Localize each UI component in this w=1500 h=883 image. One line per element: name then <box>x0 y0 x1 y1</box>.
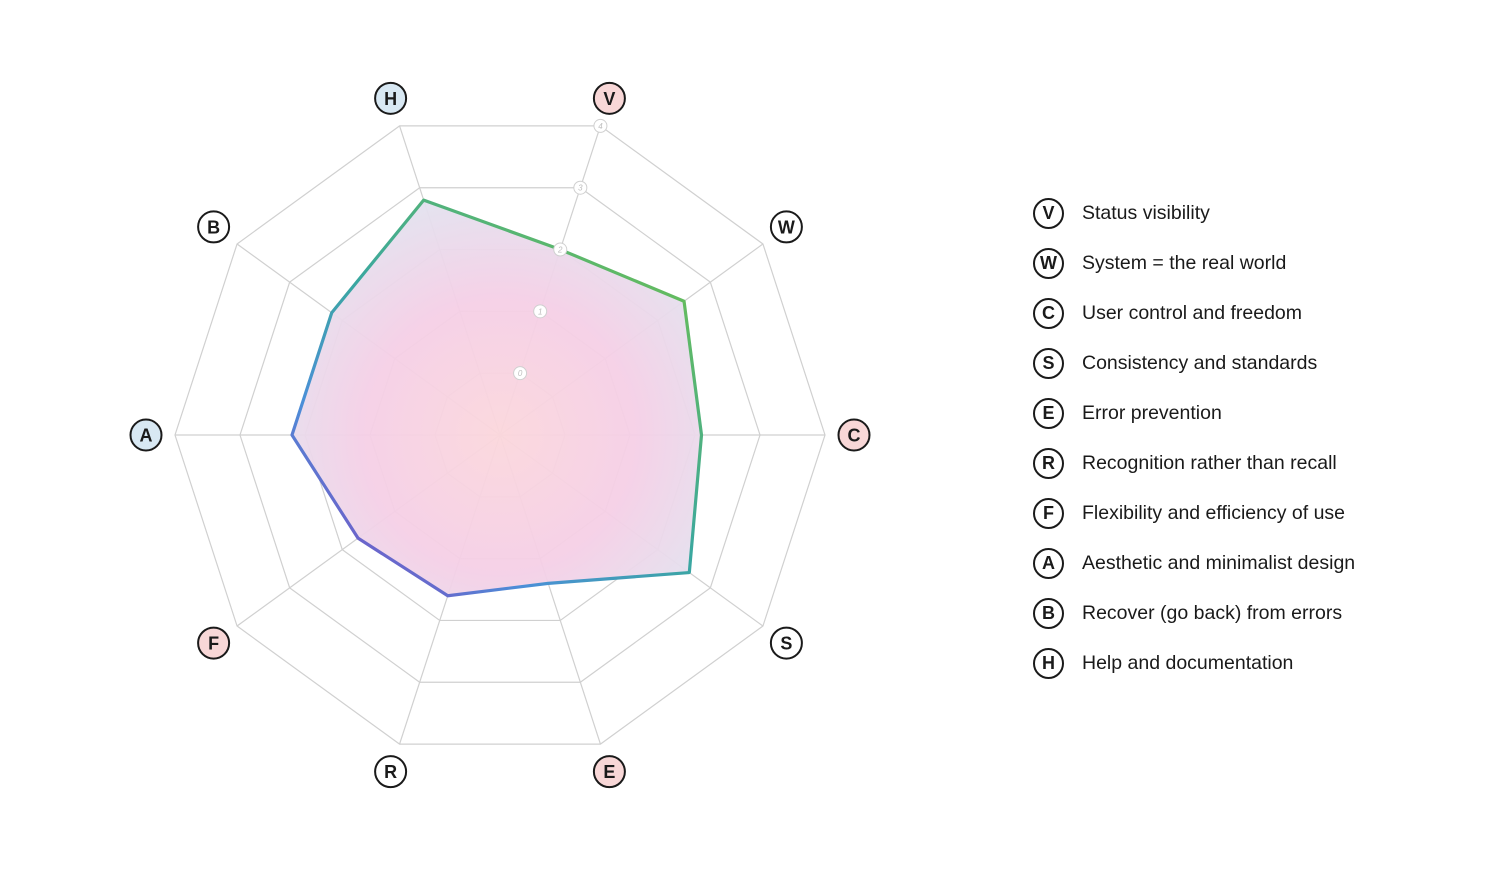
axis-badge <box>769 626 803 660</box>
tick-label: 4 <box>598 122 603 131</box>
tick-label: 1 <box>538 307 542 316</box>
tick-marker <box>533 304 548 319</box>
tick-label: 0 <box>518 369 523 378</box>
legend-badge: C <box>1033 297 1064 329</box>
legend-label: Recover (go back) from errors <box>1082 601 1343 624</box>
axis-badge <box>197 210 231 244</box>
axis-badge-label: A <box>140 426 153 446</box>
legend-badge: R <box>1033 447 1064 479</box>
legend-item: B Recover (go back) from errors <box>1033 596 1473 630</box>
axis-badge <box>374 755 408 789</box>
legend-item: C User control and freedom <box>1033 296 1473 330</box>
radar-tick-labels: 0 1 2 3 4 <box>513 118 608 381</box>
radar-series <box>290 198 704 598</box>
legend-item: A Aesthetic and minimalist design <box>1033 546 1473 580</box>
axis-badge <box>197 626 231 660</box>
axis-badge-label: B <box>207 217 220 237</box>
legend-badge: A <box>1033 547 1064 579</box>
radar-axis-badges: V W C S E R F A B H <box>129 81 871 789</box>
tick-marker <box>593 118 608 133</box>
axis-badge-label: W <box>778 217 795 237</box>
legend-label: User control and freedom <box>1082 301 1303 324</box>
legend-label: System = the real world <box>1082 251 1287 274</box>
legend-label: Aesthetic and minimalist design <box>1082 551 1356 574</box>
tick-marker <box>513 366 528 381</box>
series-line <box>290 198 704 598</box>
axis-badge <box>374 81 408 115</box>
legend-item: H Help and documentation <box>1033 646 1473 680</box>
axis-badge-label: R <box>384 762 397 782</box>
legend-item: S Consistency and standards <box>1033 346 1473 380</box>
legend-item: V Status visibility <box>1033 196 1473 230</box>
series-area <box>292 200 702 596</box>
legend-label: Status visibility <box>1082 201 1210 224</box>
axis-badge <box>837 418 871 452</box>
legend: V Status visibility W System = the real … <box>1033 196 1473 696</box>
axis-badge-label: V <box>603 89 615 109</box>
legend-badge: B <box>1033 597 1064 629</box>
legend-badge: W <box>1033 247 1064 279</box>
tick-marker <box>553 242 568 257</box>
legend-label: Error prevention <box>1082 401 1222 424</box>
legend-badge: S <box>1033 347 1064 379</box>
legend-badge: H <box>1033 647 1064 679</box>
legend-item: F Flexibility and efficiency of use <box>1033 496 1473 530</box>
legend-label: Help and documentation <box>1082 651 1294 674</box>
legend-label: Consistency and standards <box>1082 351 1318 374</box>
tick-label: 2 <box>557 246 563 255</box>
legend-badge: E <box>1033 397 1064 429</box>
legend-item: E Error prevention <box>1033 396 1473 430</box>
axis-badge <box>769 210 803 244</box>
radar-chart-svg: 0 1 2 3 4 V W C S E R F A B H <box>129 81 871 789</box>
axis-badge-label: F <box>208 634 219 654</box>
radar-chart: 0 1 2 3 4 V W C S E R F A B H <box>129 81 871 789</box>
legend-label: Flexibility and efficiency of use <box>1082 501 1346 524</box>
tick-marker <box>573 180 588 195</box>
axis-badge <box>592 81 626 115</box>
axis-badge-label: E <box>603 762 615 782</box>
axis-badge <box>129 418 163 452</box>
legend-label: Recognition rather than recall <box>1082 451 1337 474</box>
legend-badge: F <box>1033 497 1064 529</box>
axis-badge-label: C <box>848 426 861 446</box>
legend-item: R Recognition rather than recall <box>1033 446 1473 480</box>
legend-item: W System = the real world <box>1033 246 1473 280</box>
legend-badge: V <box>1033 197 1064 229</box>
axis-badge <box>592 755 626 789</box>
axis-badge-label: H <box>384 89 397 109</box>
axis-badge-label: S <box>780 634 792 654</box>
tick-label: 3 <box>578 184 583 193</box>
